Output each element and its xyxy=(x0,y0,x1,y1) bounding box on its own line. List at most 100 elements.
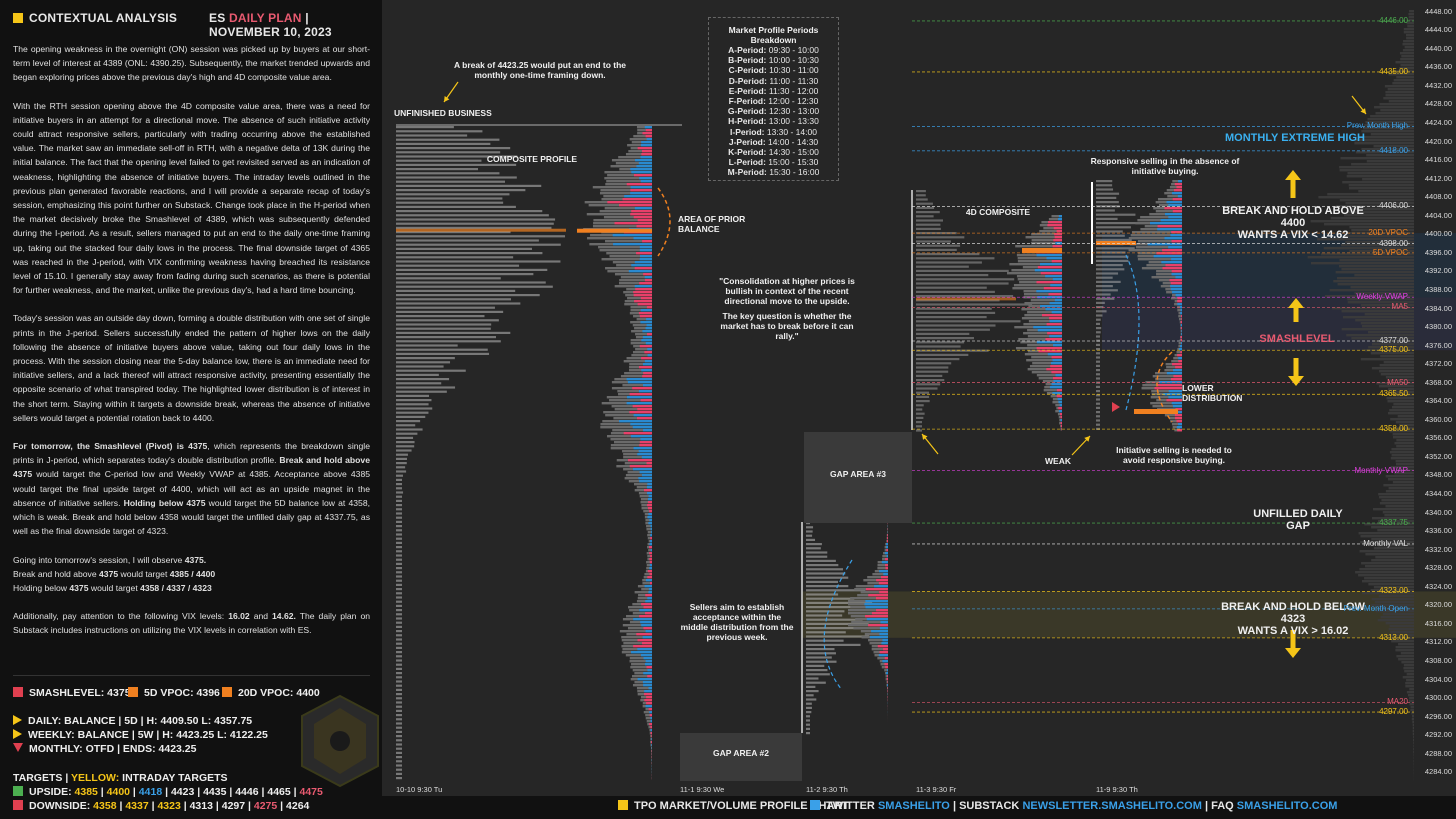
composite-delta xyxy=(633,447,652,450)
volume-profile-bar xyxy=(1397,415,1414,418)
composite-bar xyxy=(647,531,652,534)
volume-profile-bar xyxy=(1401,55,1414,58)
composite-bar xyxy=(634,672,652,675)
volume-profile-bar xyxy=(1341,328,1414,331)
tpo-letters xyxy=(396,680,402,683)
volume-profile-bar xyxy=(1379,502,1414,505)
tomorrow-above: Break and hold above 4375 xyxy=(13,455,370,480)
tpo-right xyxy=(1096,259,1129,262)
composite-bar xyxy=(621,639,652,642)
mid-profile-bar xyxy=(877,657,888,660)
twitter-link[interactable]: SMASHELITO xyxy=(877,800,950,812)
volume-profile-bar xyxy=(1384,514,1414,517)
volume-profile-bar xyxy=(1373,586,1414,589)
mid-profile-delta xyxy=(883,648,888,651)
composite-bar xyxy=(634,327,652,330)
composite-delta xyxy=(639,441,652,444)
composite-bar xyxy=(614,285,652,288)
composite-delta xyxy=(640,297,652,300)
volume-profile-bar xyxy=(1396,655,1414,658)
volume-profile-bar xyxy=(1354,292,1414,295)
composite-delta xyxy=(633,468,652,471)
right-profile-delta xyxy=(1156,384,1182,387)
volume-profile-bar xyxy=(1411,712,1414,715)
composite-bar xyxy=(636,318,652,321)
composite-delta xyxy=(612,234,652,237)
composite-bar xyxy=(604,177,652,180)
composite-delta xyxy=(637,147,652,150)
fourd-tpo-poc xyxy=(916,297,1016,301)
volume-profile-bar xyxy=(1348,184,1414,187)
fourd-profile-bar xyxy=(1031,371,1062,374)
fourd-profile-delta xyxy=(1058,410,1062,413)
tpo-letters xyxy=(396,457,407,460)
mid-profile-delta xyxy=(865,600,888,603)
tpo-letters xyxy=(396,453,408,456)
composite-bar xyxy=(593,219,652,222)
composite-delta xyxy=(650,720,652,723)
faq-link[interactable]: SMASHELITO.COM xyxy=(1236,800,1338,812)
volume-profile-bar xyxy=(1385,94,1414,97)
header-sep: | xyxy=(305,11,309,25)
mid-profile-delta xyxy=(887,534,888,537)
tpo-right xyxy=(1096,419,1100,422)
annotation-unfilled-gap: UNFILLED DAILY GAP xyxy=(1253,508,1343,532)
fourd-profile-bar xyxy=(1039,230,1062,233)
volume-profile-bar xyxy=(1408,19,1414,22)
volume-profile-bar xyxy=(1371,604,1414,607)
level-tag: Monthly VWAP xyxy=(1354,465,1409,475)
upside-target: 4465 xyxy=(267,786,291,798)
level-tag: 4323.00 xyxy=(1379,586,1408,596)
tpo-mid xyxy=(806,559,836,562)
tpo-letters xyxy=(396,588,402,591)
composite-bar xyxy=(612,261,652,264)
tpo-letters xyxy=(396,751,402,754)
y-tick-label: 4388.00 xyxy=(1424,284,1452,294)
tpo-right xyxy=(1096,343,1100,346)
tpo-right xyxy=(1096,369,1100,372)
arrow-unfinished-head xyxy=(444,96,450,102)
mid-profile-delta xyxy=(879,570,888,573)
volume-profile-bar xyxy=(1394,70,1414,73)
period-name: H-Period: xyxy=(728,116,769,127)
right-profile-bar xyxy=(1178,315,1182,318)
tpo-4d xyxy=(916,416,924,419)
right-profile-delta xyxy=(1180,351,1182,354)
composite-delta xyxy=(643,672,652,675)
composite-delta xyxy=(645,600,652,603)
volume-profile-bar xyxy=(1377,619,1414,622)
composite-delta xyxy=(640,654,652,657)
right-profile-bar xyxy=(1137,240,1182,243)
tpo-4d xyxy=(916,223,941,226)
composite-delta xyxy=(613,243,652,246)
y-tick-label: 4372.00 xyxy=(1424,359,1452,369)
substack-link[interactable]: NEWSLETTER.SMASHELITO.COM xyxy=(1022,800,1202,812)
volume-profile-bar xyxy=(1395,61,1414,64)
fourd-profile-bar xyxy=(1038,377,1062,380)
right-profile-delta xyxy=(1164,213,1182,216)
tpo-letters xyxy=(396,373,439,376)
volume-profile-bar xyxy=(1373,547,1414,550)
composite-delta xyxy=(648,507,652,510)
observe-line-1: Going into tomorrow's session, I will ob… xyxy=(13,554,185,565)
upside-target: 4446 xyxy=(235,786,259,798)
observe-above-level: 4375 xyxy=(99,568,119,579)
volume-profile-bar xyxy=(1371,598,1414,601)
composite-delta xyxy=(639,246,652,249)
composite-bar xyxy=(636,126,652,129)
tpo-letters xyxy=(396,411,429,414)
tpo-4d xyxy=(916,358,960,361)
tpo-right xyxy=(1096,226,1131,229)
tpo-letters xyxy=(396,537,402,540)
mid-profile-delta xyxy=(887,684,888,687)
period-name: M-Period: xyxy=(727,167,770,178)
volume-profile-bar xyxy=(1408,16,1414,19)
tpo-letters xyxy=(396,432,418,435)
composite-delta xyxy=(626,183,652,186)
volume-profile-bar xyxy=(1395,649,1414,652)
composite-bar xyxy=(619,630,652,633)
tpo-right xyxy=(1096,314,1103,317)
tpo-right xyxy=(1096,255,1129,258)
volume-profile-bar xyxy=(1406,37,1414,40)
period-time: 13:30 - 14:00 xyxy=(766,126,817,137)
